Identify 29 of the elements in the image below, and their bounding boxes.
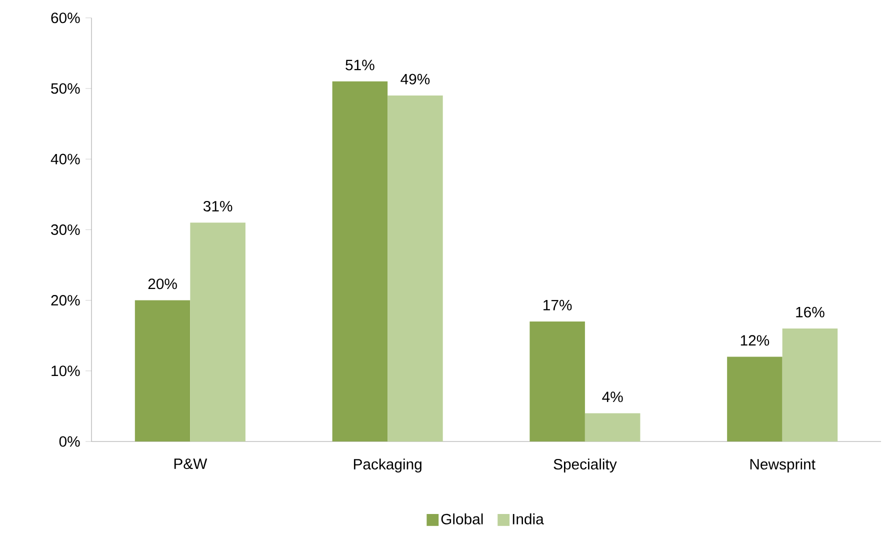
y-tick-label: 60%	[51, 12, 80, 24]
bar	[530, 322, 585, 442]
y-tick-label: 30%	[51, 224, 80, 235]
y-tick-label: 0%	[59, 436, 80, 447]
bar	[727, 356, 782, 442]
y-tick-label: 50%	[51, 83, 80, 94]
bar	[134, 300, 190, 442]
bar	[332, 81, 388, 442]
legend-label: India	[512, 513, 544, 524]
data-label: 31%	[203, 200, 232, 212]
bar	[190, 222, 246, 442]
data-label: 16%	[796, 306, 824, 318]
x-tick-label: Packaging	[354, 458, 422, 473]
y-tick-label: 20%	[51, 295, 80, 306]
x-tick-label: P&W	[174, 458, 208, 470]
y-tick-label: 40%	[50, 154, 80, 164]
data-label: 51%	[346, 60, 374, 70]
y-tick-label: 10%	[52, 366, 80, 376]
x-tick-label: Speciality	[554, 458, 617, 473]
x-tick-label: Newsprint	[750, 458, 816, 473]
data-label: 4%	[602, 392, 623, 402]
data-label: 12%	[740, 335, 770, 346]
data-label: 17%	[544, 300, 572, 310]
data-label: 49%	[400, 74, 430, 84]
bar	[388, 96, 443, 442]
data-label: 20%	[148, 278, 177, 290]
bar	[782, 328, 838, 442]
legend-label: Global	[441, 513, 483, 524]
bar	[584, 413, 640, 442]
